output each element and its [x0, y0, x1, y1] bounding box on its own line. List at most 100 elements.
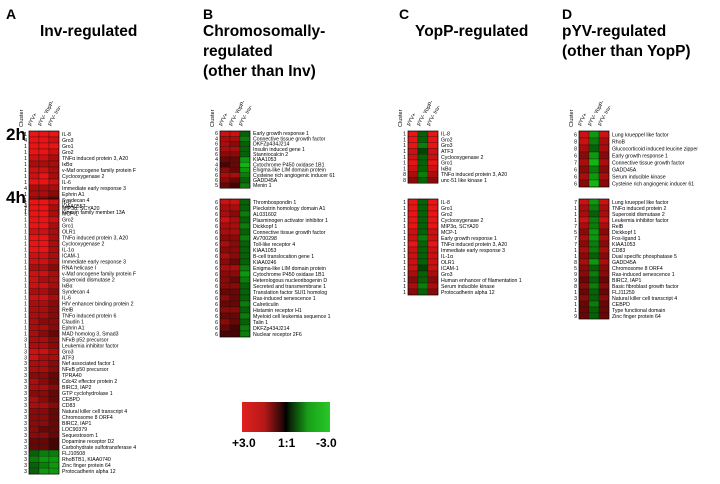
heatmap-cell [28, 178, 40, 186]
heatmap-cell [48, 294, 60, 301]
heatmap-cell [48, 426, 60, 433]
heatmap-cell [588, 228, 600, 236]
heatmap-cell [229, 146, 241, 152]
cluster-number: 5 [574, 230, 577, 236]
heatmap-cell [28, 264, 40, 271]
gene-label: Gro3 [441, 143, 453, 149]
gene-label: Connective tissue growth factor [253, 230, 326, 236]
gene-label: AL031602 [253, 212, 277, 218]
heatmap-cell [598, 216, 610, 224]
heatmap-cell [48, 222, 60, 230]
heatmap-cell [229, 312, 241, 320]
heatmap-cell [239, 324, 251, 332]
heatmap-cell [239, 264, 251, 272]
heatmap-cell [48, 312, 60, 319]
gene-label: Serum inducible kinase [612, 175, 666, 181]
heatmap-cell [219, 276, 231, 284]
heatmap-cell [578, 252, 590, 260]
gene-label: Pleckstrin homology domain A1 [253, 206, 325, 212]
gene-label: CD83 [62, 403, 75, 409]
heatmap-cell [38, 234, 50, 242]
heatmap-cell [588, 312, 600, 320]
heatmap-cell [48, 384, 60, 391]
heatmap-cell [229, 234, 241, 242]
heatmap-cell [28, 330, 40, 337]
heatmap-cell [38, 246, 50, 253]
heatmap-cell [229, 318, 241, 326]
heatmap-cell [417, 177, 429, 184]
cluster-number: 1 [24, 200, 27, 206]
heatmap-cell [219, 151, 231, 158]
cluster-number: 1 [24, 132, 27, 138]
gene-label: MCP-1 [62, 212, 78, 218]
cluster-number: 6 [574, 133, 577, 139]
cluster-number: 6 [574, 168, 577, 174]
heatmap-cell [407, 177, 419, 184]
cluster-number: 3 [24, 337, 27, 343]
gene-label: Natural killer cell transcript 4 [612, 296, 677, 302]
heatmap-cell [38, 228, 50, 236]
gene-label: IL-8 [441, 200, 450, 206]
heatmap-cell [407, 154, 419, 161]
gene-label: TNFα induced protein 3, A20 [62, 156, 128, 162]
heatmap-cell [48, 372, 60, 379]
heatmap-cell [417, 252, 429, 260]
gene-label: Gro2 [62, 150, 74, 156]
gene-label: IL-6 [62, 180, 71, 186]
legend-mid-label: 1:1 [278, 436, 296, 450]
heatmap-cell [219, 252, 231, 260]
heatmap-cell [38, 384, 50, 391]
time-label-4h: 4h [6, 188, 26, 207]
heatmap-cell [28, 312, 40, 319]
gene-label: Connective tissue growth factor [253, 136, 326, 142]
gene-label: Gro1 [62, 224, 74, 230]
cluster-number: 1 [24, 295, 27, 301]
heatmap-cell [239, 240, 251, 248]
heatmap-cell [48, 178, 60, 186]
cluster-number: 1 [24, 301, 27, 307]
gene-label: Claudin 1 [62, 319, 84, 325]
gene-label: Talin 1 [253, 320, 268, 326]
cluster-number: 7 [574, 161, 577, 167]
heatmap-cell [229, 306, 241, 314]
heatmap-cell [48, 184, 60, 192]
gene-label: Chromosome 8 ORF4 [62, 415, 113, 421]
heatmap-cell [598, 270, 610, 278]
gene-label: HIV enhancer binding protein 2 [62, 301, 134, 307]
cluster-number: 1 [403, 212, 406, 218]
heatmap-cell [48, 455, 60, 463]
cluster-number: 3 [24, 355, 27, 361]
heatmap-cell [588, 216, 600, 224]
heatmap-cell [427, 130, 439, 137]
heatmap-cell [28, 396, 40, 403]
cluster-number: 1 [24, 254, 27, 260]
heatmap-cell [417, 210, 429, 218]
gene-label: Histamin receptor H1 [253, 308, 302, 314]
heatmap-cell [48, 136, 60, 144]
gene-label: Gro2 [62, 218, 74, 224]
heatmap-cell [427, 165, 439, 172]
heatmap-cell [38, 136, 50, 144]
heatmap-cell [578, 270, 590, 278]
gene-label: IL-8 [62, 132, 71, 138]
heatmap-cell [48, 402, 60, 409]
gene-label: Chromosome 8 ORF4 [612, 266, 663, 272]
heatmap-cell [48, 354, 60, 361]
gene-label: RelB [612, 224, 624, 230]
cluster-number: 1 [24, 266, 27, 272]
heatmap-cell [229, 264, 241, 272]
heatmap-cell [407, 130, 419, 137]
heatmap-cell [407, 210, 419, 218]
heatmap-cell [407, 142, 419, 149]
gene-label: Leukemia inhibitor factor [62, 343, 119, 349]
heatmap-cell [229, 252, 241, 260]
cluster-number: 1 [403, 224, 406, 230]
heatmap-cell [28, 426, 40, 433]
heatmap-cell [219, 306, 231, 314]
cluster-number: 4 [24, 186, 27, 192]
gene-label: Gro1 [441, 206, 453, 212]
heatmap-cell [38, 372, 50, 379]
heatmap-cell [219, 172, 231, 178]
heatmap-cell [38, 467, 50, 475]
